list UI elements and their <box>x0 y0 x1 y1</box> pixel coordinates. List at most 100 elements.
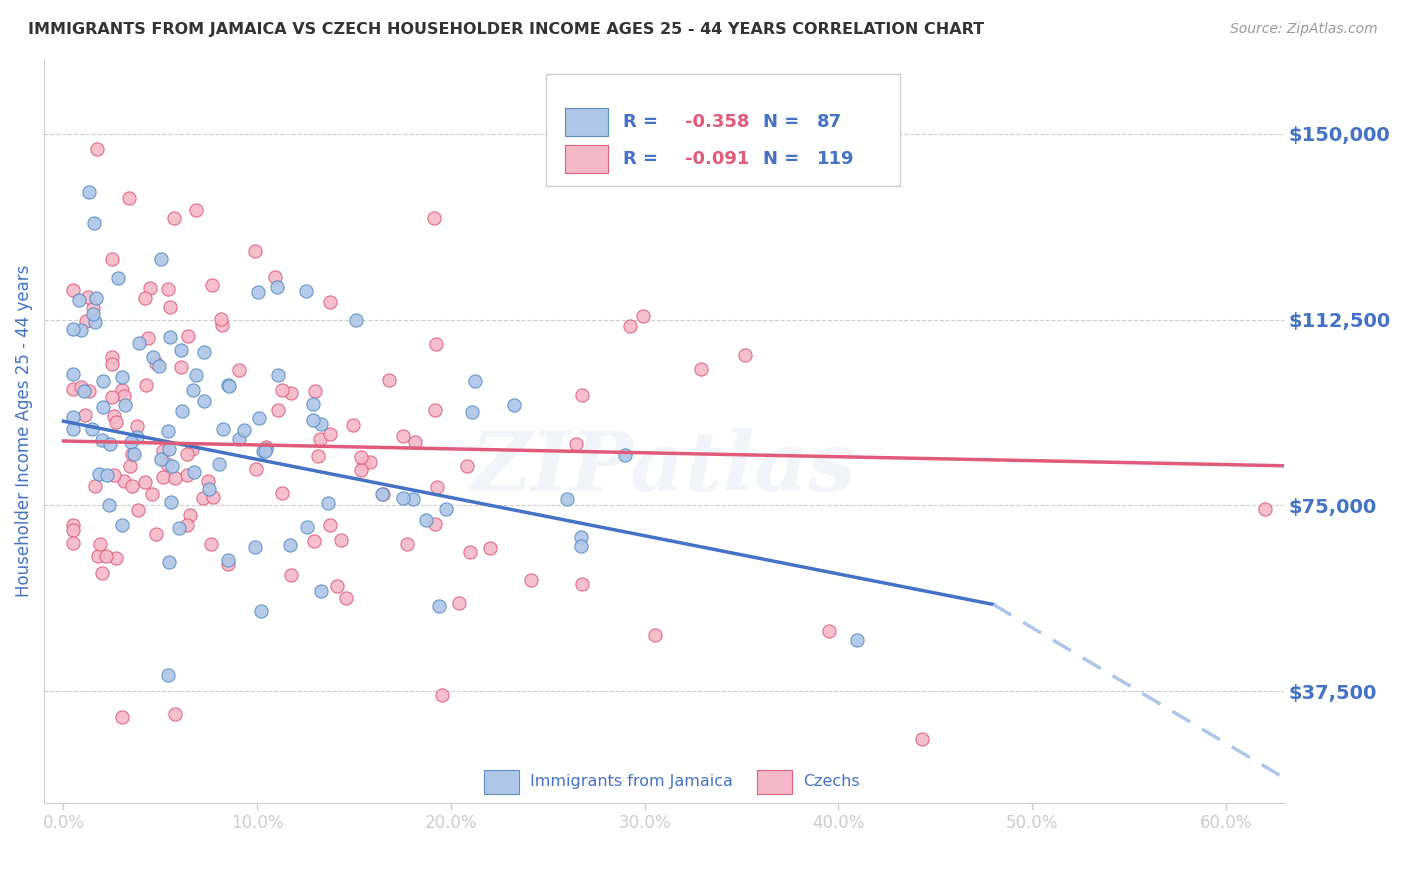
Point <box>571 577 593 591</box>
Point <box>127 502 149 516</box>
Point <box>70 380 93 394</box>
Point <box>326 579 349 593</box>
Point <box>136 331 159 345</box>
Point <box>503 398 526 412</box>
Point <box>62 536 84 550</box>
Point <box>124 447 146 461</box>
Point <box>316 496 339 510</box>
Point <box>232 423 254 437</box>
Point <box>176 467 198 482</box>
Point <box>217 553 239 567</box>
Point <box>423 211 446 226</box>
Point <box>70 323 93 337</box>
Point <box>447 596 470 610</box>
Point <box>83 216 105 230</box>
Point <box>142 350 165 364</box>
Point <box>267 403 290 417</box>
Point <box>176 517 198 532</box>
Point <box>82 301 104 315</box>
Point <box>309 417 332 432</box>
Point <box>218 379 240 393</box>
Point <box>430 688 453 702</box>
Point <box>200 537 222 551</box>
Text: N =: N = <box>763 113 806 131</box>
Point <box>135 378 157 392</box>
Point <box>96 467 118 482</box>
Point <box>111 383 134 397</box>
Point <box>426 480 449 494</box>
Point <box>112 474 135 488</box>
Point <box>373 487 395 501</box>
Point <box>170 343 193 357</box>
Point <box>152 469 174 483</box>
Point <box>139 281 162 295</box>
Point <box>125 418 148 433</box>
Point <box>159 300 181 314</box>
Point <box>120 459 142 474</box>
Point <box>91 401 114 415</box>
Point <box>371 487 394 501</box>
Point <box>644 628 666 642</box>
Point <box>911 732 934 747</box>
Point <box>148 359 170 373</box>
Point <box>170 360 193 375</box>
Point <box>97 498 120 512</box>
Point <box>62 367 84 381</box>
Text: IMMIGRANTS FROM JAMAICA VS CZECH HOUSEHOLDER INCOME AGES 25 - 44 YEARS CORRELATI: IMMIGRANTS FROM JAMAICA VS CZECH HOUSEHO… <box>28 22 984 37</box>
Point <box>77 185 100 199</box>
Point <box>308 432 330 446</box>
Point <box>423 516 446 531</box>
Point <box>212 422 235 436</box>
Point <box>73 384 96 398</box>
Point <box>73 408 96 422</box>
Point <box>91 374 114 388</box>
FancyBboxPatch shape <box>546 74 900 186</box>
Bar <box>565 108 609 136</box>
Text: Immigrants from Jamaica: Immigrants from Jamaica <box>530 774 733 789</box>
Point <box>145 527 167 541</box>
Point <box>565 436 588 450</box>
Point <box>101 391 124 405</box>
Point <box>633 309 655 323</box>
Point <box>157 555 180 569</box>
Point <box>183 384 205 398</box>
Point <box>245 244 267 258</box>
Point <box>266 368 288 383</box>
Point <box>62 283 84 297</box>
Text: -0.091: -0.091 <box>685 150 749 169</box>
Point <box>689 361 711 376</box>
Text: Source: ZipAtlas.com: Source: ZipAtlas.com <box>1230 22 1378 37</box>
Point <box>228 363 250 377</box>
Point <box>818 624 841 639</box>
Point <box>134 475 156 489</box>
Point <box>197 474 219 488</box>
Point <box>100 252 122 267</box>
Point <box>184 202 207 217</box>
Point <box>111 710 134 724</box>
Point <box>202 490 225 504</box>
Point <box>62 523 84 537</box>
Point <box>335 591 357 605</box>
Point <box>619 318 641 333</box>
Point <box>103 409 125 423</box>
Point <box>330 533 353 547</box>
Point <box>404 434 426 449</box>
Point <box>571 387 593 401</box>
Point <box>103 468 125 483</box>
Point <box>464 374 486 388</box>
Point <box>342 417 364 432</box>
Point <box>86 142 108 156</box>
Point <box>353 456 375 470</box>
Text: 119: 119 <box>817 150 853 169</box>
Point <box>156 424 179 438</box>
Point <box>427 599 450 613</box>
Point <box>118 191 141 205</box>
Point <box>301 413 323 427</box>
Point <box>89 537 111 551</box>
Point <box>101 350 124 364</box>
Point <box>82 307 104 321</box>
Point <box>217 378 239 392</box>
Point <box>176 447 198 461</box>
Point <box>270 383 292 397</box>
Point <box>280 568 302 582</box>
